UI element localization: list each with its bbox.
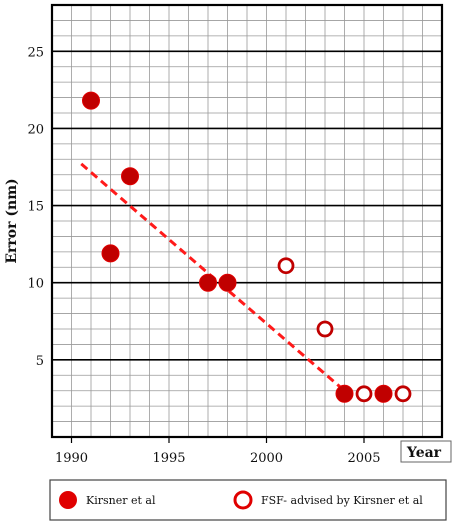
point-kirsner (82, 91, 100, 110)
legend-marker-fsf (233, 490, 253, 510)
minor-grid (52, 5, 442, 437)
y-tick-label: 5 (36, 354, 44, 369)
x-tick-label: 1995 (152, 451, 185, 466)
point-kirsner (335, 384, 354, 403)
point-kirsner (374, 384, 393, 403)
x-axis-ticks: 1990 1995 2000 2005 (55, 437, 381, 466)
major-grid (52, 50, 442, 361)
point-fsf (394, 385, 412, 403)
point-fsf (355, 385, 373, 403)
legend-label-fsf: FSF- advised by Kirsner et al (261, 494, 423, 507)
plot-frame (50, 3, 444, 439)
point-kirsner (121, 167, 139, 186)
point-kirsner (218, 273, 237, 292)
data-points (82, 91, 412, 403)
point-fsf (277, 257, 295, 275)
x-axis-title-box (400, 440, 452, 463)
y-tick-label: 15 (27, 200, 44, 215)
y-axis-title: Error (nm) (4, 178, 20, 263)
legend-marker-kirsner (59, 491, 77, 509)
x-tick-label: 2000 (250, 451, 283, 466)
legend-label-kirsner: Kirsner et al (86, 494, 156, 507)
x-axis-title: Year (406, 445, 442, 461)
point-kirsner (199, 273, 217, 292)
y-tick-label: 20 (27, 122, 44, 137)
y-axis-ticks: 5 10 15 20 25 (27, 45, 44, 369)
x-tick-label: 1990 (55, 451, 88, 466)
y-tick-label: 25 (27, 45, 44, 60)
point-kirsner (101, 244, 120, 263)
y-tick-label: 10 (27, 277, 44, 292)
point-fsf (316, 320, 334, 338)
x-tick-label: 2005 (347, 451, 380, 466)
